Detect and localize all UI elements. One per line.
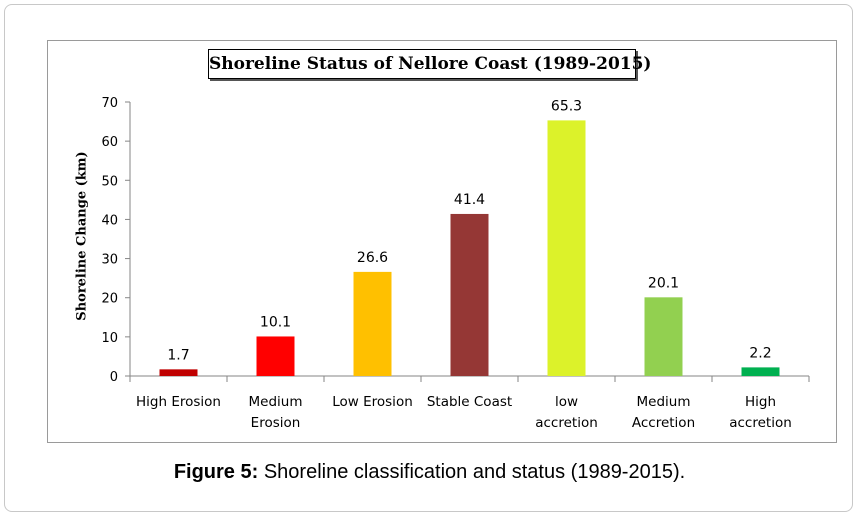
bar	[450, 213, 489, 376]
data-label: 41.4	[454, 192, 485, 208]
y-tick-label: 60	[101, 135, 118, 150]
bar	[741, 367, 780, 376]
chart-title: Shoreline Status of Nellore Coast (1989-…	[208, 49, 651, 79]
bar	[353, 271, 392, 376]
y-tick-label: 10	[101, 331, 118, 346]
bar	[644, 297, 683, 376]
caption-text: Shoreline classification and status (198…	[258, 461, 686, 483]
bar	[256, 336, 295, 376]
x-tick-label: low	[555, 394, 578, 410]
y-axis-label: Shoreline Change (km)	[74, 151, 90, 321]
x-tick-label: Medium	[249, 394, 303, 410]
y-tick-label: 20	[101, 292, 118, 307]
data-label: 65.3	[551, 98, 582, 114]
x-tick-label: High	[745, 394, 776, 410]
caption-label: Figure 5:	[173, 461, 259, 483]
bar	[159, 369, 198, 376]
y-tick-label: 40	[101, 213, 118, 228]
y-tick-label: 70	[101, 96, 118, 111]
x-tick-label: Medium	[637, 394, 691, 410]
y-tick-label: 0	[110, 370, 118, 385]
data-label: 2.2	[749, 345, 771, 361]
data-label: 20.1	[648, 275, 679, 291]
y-tick-label: 30	[101, 253, 118, 268]
x-tick-label: Low Erosion	[332, 394, 413, 410]
figure-caption: Figure 5: Shoreline classification and s…	[0, 461, 859, 484]
x-tick-label: accretion	[729, 415, 792, 431]
x-tick-label: Accretion	[632, 415, 695, 431]
data-label: 1.7	[167, 347, 189, 363]
x-tick-label: Stable Coast	[427, 394, 512, 410]
bar	[547, 120, 586, 376]
data-label: 26.6	[357, 250, 388, 266]
x-tick-label: High Erosion	[136, 394, 221, 410]
data-label: 10.1	[260, 314, 291, 330]
y-tick-label: 50	[101, 174, 118, 189]
x-tick-label: accretion	[535, 415, 598, 431]
x-tick-label: Erosion	[251, 415, 301, 431]
